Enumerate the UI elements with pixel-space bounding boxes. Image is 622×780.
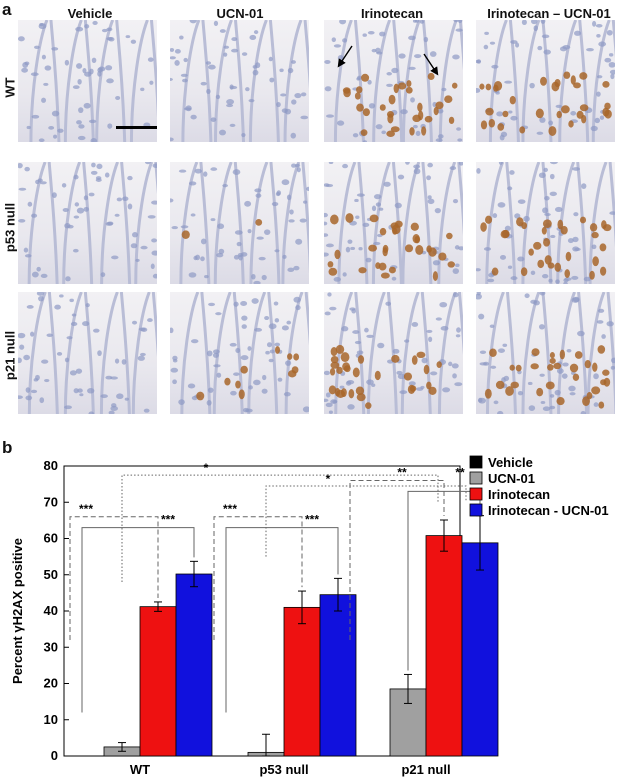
y-axis-label: Percent γH2AX positive [10,538,25,684]
y-tick-label: 10 [44,712,58,727]
micrograph-tile [170,162,309,284]
micrograph-tile [18,20,157,142]
legend-label: Irinotecan - UCN-01 [488,503,609,518]
significance-marker: ** [397,466,407,480]
legend-label: UCN-01 [488,471,535,486]
micrograph-tile [324,162,463,284]
bar [283,606,321,757]
micrograph-tile [170,292,309,414]
row-header-wt: WT [2,77,18,98]
micrograph-tile [324,20,463,142]
significance-marker: *** [79,502,93,516]
column-header-irinotecan-ucn01: Irinotecan – UCN-01 [487,6,611,21]
legend-swatch [469,471,483,485]
row-header-p21-null: p21 null [2,330,18,381]
significance-marker: *** [305,513,319,527]
significance-marker: *** [161,513,175,527]
x-category-label: p21 null [401,762,450,777]
significance-bracket [69,516,159,640]
bar [319,594,357,757]
bar [139,606,177,757]
significance-bracket [225,527,339,713]
significance-marker: * [326,472,331,486]
legend-label: Irinotecan [488,487,550,502]
legend-swatch [469,503,483,517]
bar [461,542,499,757]
y-tick-label: 30 [44,639,58,654]
micrograph-tile [476,20,615,142]
arrow-annotation [337,45,353,68]
panel-a-label: a [2,0,12,19]
legend-label: Vehicle [488,455,533,470]
panel-b-label: b [2,438,13,457]
micrograph-tile [18,162,157,284]
arrow-annotation [423,53,439,76]
row-header-p53-null: p53 null [2,202,18,253]
micrograph-tile [18,292,157,414]
column-header-irinotecan: Irinotecan [360,6,424,21]
micrograph-tile [170,20,309,142]
bar-chart: 0 10 20 30 40 50 60 70 80 Percent γH2AX positive W… [10,455,609,777]
x-category-label: p53 null [259,762,308,777]
column-header-ucn01: UCN-01 [216,6,264,21]
micrograph-tile [476,162,615,284]
significance-marker: ** [455,466,465,480]
micrograph-tile [324,292,463,414]
scale-bar [116,126,157,129]
y-tick-label: 80 [44,458,58,473]
y-tick-label: 70 [44,494,58,509]
bar [425,535,463,757]
significance-bracket [265,485,467,557]
significance-marker: *** [223,502,237,516]
y-tick-label: 0 [51,748,58,763]
significance-bracket [81,527,195,713]
y-tick-label: 20 [44,676,58,691]
column-header-vehicle: Vehicle [67,6,113,21]
y-tick-label: 60 [44,531,58,546]
x-category-label: WT [130,762,150,777]
significance-marker: * [204,461,209,475]
micrograph-tile [476,292,615,414]
significance-bracket [407,490,481,671]
bar [175,573,213,757]
legend-swatch [469,487,483,501]
y-tick-label: 40 [44,603,58,618]
significance-bracket [121,474,439,582]
y-tick-label: 50 [44,567,58,582]
legend-swatch [469,455,483,469]
